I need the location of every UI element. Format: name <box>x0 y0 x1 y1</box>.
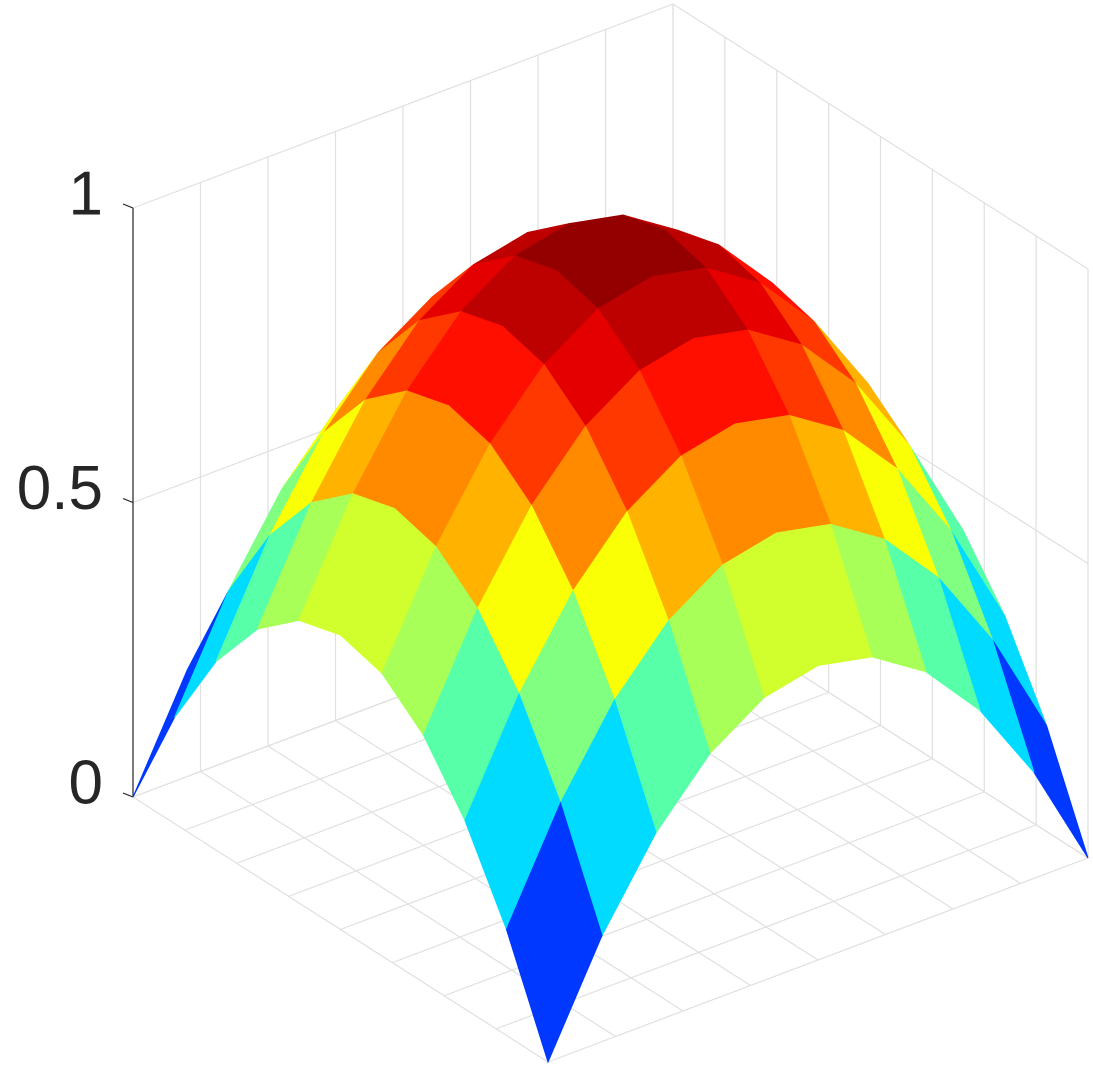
wall-grid-line <box>132 3 674 209</box>
surface-patch <box>992 639 1089 859</box>
wall-grid-line <box>672 3 1089 270</box>
z-tick-label: 0 <box>69 748 103 817</box>
floor-grid-line <box>132 796 549 1063</box>
z-tick-label: 1 <box>69 159 103 228</box>
z-tick <box>122 497 134 504</box>
z-tick <box>122 203 134 209</box>
floor-grid-line <box>267 745 684 1012</box>
surface-patch <box>505 801 603 1064</box>
z-tick <box>122 792 134 798</box>
z-tick-label: 0.5 <box>17 454 103 523</box>
